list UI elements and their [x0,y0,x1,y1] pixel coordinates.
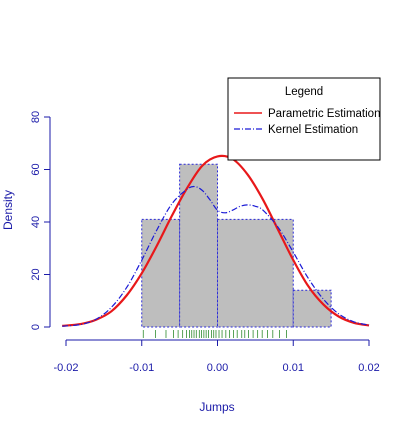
x-tick-label-0: -0.02 [53,362,78,374]
rug-marks [142,330,287,338]
histogram-bar-1 [179,163,218,328]
legend-label-kernel: Kernel Estimation [268,124,358,136]
y-tick-label-1: 20 [30,268,42,280]
legend-title: Legend [285,86,323,98]
histogram-bar-3 [292,289,332,328]
y-tick-label-3: 60 [30,163,42,175]
y-tick-label-0: 0 [30,324,42,330]
x-tick-label-1: -0.01 [129,362,154,374]
legend-box [227,77,381,161]
legend-label-parametric: Parametric Estimation [268,108,380,120]
histogram-bar-0 [141,218,181,328]
kernel-density-line [62,185,370,327]
axes: -0.02 -0.01 0.00 0.01 0.02 0 20 40 60 80 [30,111,380,374]
x-tick-label-4: 0.02 [358,362,379,374]
density-curves [62,154,370,327]
y-axis-title: Density [1,190,15,230]
x-tick-label-2: 0.00 [207,362,228,374]
x-axis-title: Jumps [199,400,234,414]
legend: Legend Parametric Estimation Kernel Esti… [227,77,381,161]
x-tick-label-3: 0.01 [283,362,304,374]
histogram-bars [141,163,332,328]
parametric-density-line [62,154,370,327]
y-tick-label-2: 40 [30,216,42,228]
y-tick-label-4: 80 [30,111,42,123]
